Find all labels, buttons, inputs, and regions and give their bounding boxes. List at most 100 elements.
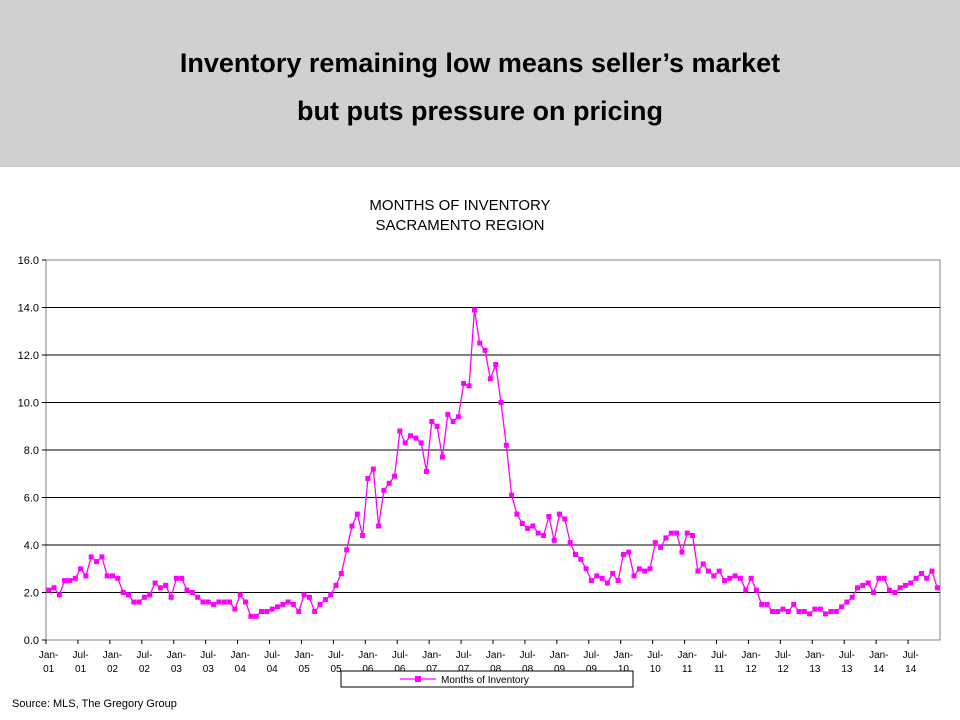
- data-point: [83, 573, 89, 579]
- data-point: [275, 604, 280, 610]
- data-point: [769, 609, 775, 614]
- x-tick-label-month: Jan-: [358, 650, 377, 661]
- inventory-line-chart: MONTHS OF INVENTORY SACRAMENTO REGION 0.…: [18, 197, 941, 688]
- data-point: [780, 606, 786, 612]
- data-point: [365, 476, 371, 481]
- data-point: [397, 428, 403, 434]
- x-tick-label-year: 04: [235, 664, 247, 675]
- x-tick-label-year: 11: [714, 664, 725, 675]
- y-tick-label: 14.0: [18, 303, 39, 315]
- data-point: [88, 554, 94, 560]
- y-tick-label: 12.0: [18, 350, 39, 362]
- data-point: [700, 561, 706, 567]
- data-point: [934, 585, 940, 591]
- x-tick-label-month: Jul-: [775, 650, 791, 661]
- data-point: [280, 601, 286, 607]
- data-point: [120, 590, 126, 595]
- data-point: [849, 594, 855, 600]
- data-point: [141, 594, 147, 600]
- data-point: [902, 582, 908, 588]
- data-point: [402, 440, 408, 446]
- data-point: [253, 613, 259, 619]
- x-tick-label-year: 03: [171, 664, 183, 675]
- data-point: [833, 609, 839, 614]
- data-point: [604, 580, 610, 586]
- data-point: [796, 609, 802, 614]
- data-point: [929, 568, 935, 574]
- data-point: [445, 411, 451, 417]
- data-point: [562, 516, 568, 522]
- data-point: [312, 609, 318, 614]
- data-point: [200, 599, 206, 605]
- data-point: [195, 594, 201, 600]
- y-tick-label: 4.0: [24, 540, 39, 552]
- data-point: [110, 573, 115, 579]
- x-tick-label-month: Jan-: [167, 650, 186, 661]
- data-point: [679, 549, 685, 555]
- data-point: [62, 578, 68, 584]
- x-tick-label-year: 12: [746, 664, 758, 675]
- data-point: [541, 533, 547, 538]
- data-point: [636, 566, 642, 572]
- x-tick-label-month: Jul-: [200, 650, 216, 661]
- data-point: [413, 435, 419, 441]
- data-point: [466, 383, 472, 389]
- data-point: [306, 594, 312, 600]
- x-tick-label-year: 12: [777, 664, 789, 675]
- data-point: [785, 609, 791, 614]
- x-tick-label-month: Jan-: [805, 650, 824, 661]
- data-point: [583, 566, 589, 572]
- data-point: [211, 601, 217, 607]
- y-tick-label: 6.0: [24, 493, 39, 505]
- data-point: [557, 511, 562, 517]
- data-point: [173, 575, 179, 581]
- data-point: [317, 601, 323, 607]
- x-tick-label-month: Jan-: [741, 650, 760, 661]
- data-point: [360, 533, 366, 538]
- data-point: [897, 585, 903, 591]
- data-point: [514, 511, 520, 517]
- legend-marker: [415, 676, 421, 682]
- data-point: [503, 442, 509, 448]
- data-point: [828, 609, 834, 614]
- x-tick-label-year: 01: [43, 664, 55, 675]
- data-point: [227, 599, 233, 605]
- x-tick-label-month: Jan-: [294, 650, 313, 661]
- data-point: [663, 535, 669, 541]
- y-tick-label: 2.0: [24, 588, 39, 600]
- data-point: [865, 580, 871, 586]
- data-point: [56, 592, 62, 598]
- data-point: [243, 599, 249, 605]
- data-point: [727, 575, 733, 581]
- data-point: [344, 547, 350, 553]
- legend-label: Months of Inventory: [441, 675, 529, 686]
- data-point: [791, 601, 797, 607]
- data-point: [296, 609, 302, 614]
- x-tick-label-month: Jan-: [231, 650, 250, 661]
- x-tick-label-year: 07: [426, 664, 438, 675]
- data-point: [658, 544, 664, 550]
- data-point: [620, 552, 626, 557]
- data-point: [588, 578, 594, 584]
- data-point: [434, 423, 440, 429]
- x-tick-label-year: 07: [458, 664, 470, 675]
- x-axis: Jan- 01 Jul- 01 Jan- 02 Jul- 02 Jan- 03 Jul- 03 Jan-…: [39, 640, 919, 675]
- data-point: [860, 582, 866, 588]
- slide-title-line-2: but puts pressure on pricing: [296, 96, 664, 126]
- data-point: [285, 599, 291, 605]
- data-point: [498, 400, 504, 405]
- y-tick-label: 16.0: [18, 255, 39, 267]
- data-point: [487, 376, 493, 382]
- x-tick-label-year: 09: [554, 664, 566, 675]
- slide-title-line-1: Inventory remaining low means seller’s m…: [179, 48, 781, 78]
- x-tick-label-year: 02: [139, 664, 151, 675]
- data-point: [886, 587, 892, 593]
- data-point: [525, 525, 531, 531]
- data-point: [157, 585, 163, 591]
- data-point: [126, 592, 131, 598]
- data-point: [567, 540, 573, 546]
- data-point: [221, 599, 227, 605]
- data-point: [812, 606, 818, 612]
- x-tick-label-month: Jul-: [647, 650, 663, 661]
- data-point: [259, 609, 264, 614]
